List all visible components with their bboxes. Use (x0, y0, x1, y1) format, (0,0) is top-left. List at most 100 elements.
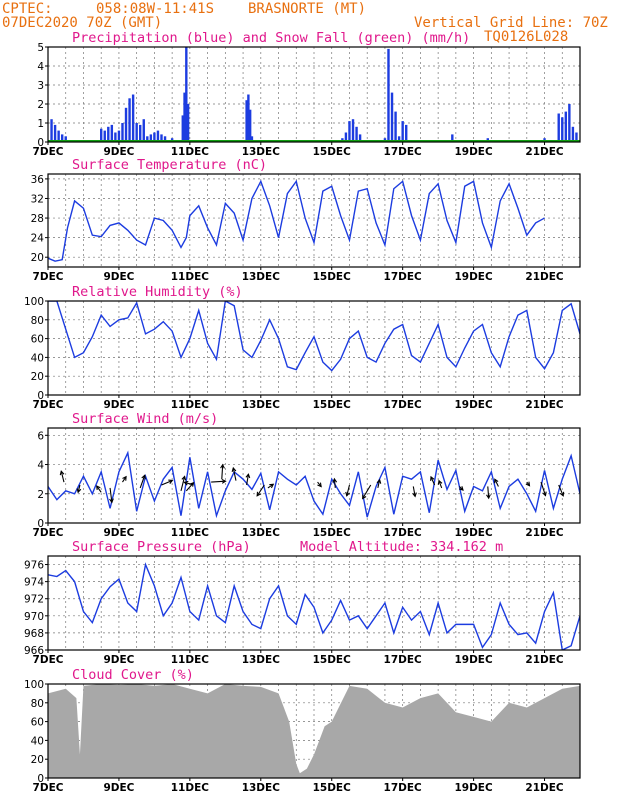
x-tick-label: 21DEC (525, 654, 564, 666)
x-tick-label: 15DEC (313, 527, 352, 539)
panel-annotation: Model Altitude: 334.162 m (300, 539, 503, 555)
wind-vector (333, 478, 336, 488)
precip-bar (247, 94, 250, 142)
y-tick-label: 24 (31, 233, 45, 245)
precip-bar (110, 124, 114, 142)
plot-area (48, 47, 580, 142)
header-run: 07DEC2020 70Z (GMT) (2, 15, 162, 31)
wind-vector-head (269, 483, 275, 489)
header-product: TQ0126L028 (484, 29, 568, 45)
x-tick-label: 7DEC (33, 654, 64, 666)
wind-vector (109, 487, 113, 503)
x-tick-label: 15DEC (313, 654, 352, 666)
x-tick-label: 13DEC (242, 527, 281, 539)
x-tick-label: 9DEC (103, 527, 134, 539)
panel-frame (47, 683, 581, 779)
x-tick-label: 7DEC (33, 271, 64, 283)
precip-bar (131, 94, 135, 142)
precip-bar (358, 134, 362, 142)
precip-bar (561, 117, 564, 142)
precip-bar (348, 121, 351, 142)
x-tick-label: 11DEC (171, 399, 210, 411)
wind-vector-head (256, 491, 261, 497)
plot-area (48, 684, 580, 778)
wind-vector-head (109, 498, 114, 504)
wind-vector-head (221, 478, 227, 484)
wind-vector-head (96, 485, 101, 491)
wind-vector-head (362, 494, 367, 500)
precip-bar (60, 134, 64, 142)
x-tick-label: 17DEC (384, 146, 423, 158)
precip-bar (156, 130, 160, 142)
wind-vector (246, 474, 249, 486)
x-tick-label: 19DEC (454, 146, 493, 158)
precip-bar (160, 134, 163, 142)
y-tick-label: 974 (24, 577, 44, 589)
wind-vector-head (345, 491, 350, 497)
x-tick-label: 11DEC (171, 782, 210, 794)
x-tick-label: 9DEC (103, 782, 134, 794)
precip-bar (107, 126, 110, 142)
wind-vector (362, 484, 372, 499)
wind-vector-head (245, 473, 251, 479)
y-tick-label: 40 (31, 352, 44, 364)
wind-vector (60, 471, 65, 483)
precip-bar (405, 124, 408, 142)
y-tick-label: 0 (37, 137, 44, 149)
wind-vector (221, 464, 224, 480)
wind-vector-head (430, 475, 435, 481)
wind-vector (232, 467, 237, 481)
wind-vector-head (525, 481, 531, 487)
panel-4: 966 968 970 972 974 976 7DEC 9DEC 11DEC 13DEC 15DE… (24, 539, 581, 666)
precip-bar (397, 136, 401, 142)
x-tick-label: 13DEC (242, 146, 281, 158)
wind-vector-head (231, 466, 237, 473)
y-tick-label: 0 (37, 518, 44, 530)
wind-vector (438, 480, 443, 489)
y-tick-label: 60 (31, 717, 44, 729)
panel-1: 20 24 28 32 36 7DEC 9DEC 11DEC 13DEC 15DEC 17DEC 19… (31, 157, 581, 283)
wind-vector (180, 476, 186, 491)
y-tick-label: 40 (31, 735, 44, 747)
header-grid-note: Vertical Grid Line: 70Z (414, 15, 608, 31)
panel-3: 0 2 4 6 7DEC 9DEC 11DEC 13DEC 15DEC 17DEC 19DEC 21D… (33, 411, 581, 539)
series-line (48, 562, 580, 650)
precip-bar (100, 128, 103, 142)
wind-vector-head (412, 492, 417, 498)
wind-vector (487, 486, 490, 499)
wind-vector (412, 486, 416, 497)
wind-vector (430, 476, 436, 486)
x-tick-label: 11DEC (171, 527, 210, 539)
y-tick-label: 36 (31, 174, 45, 186)
panel-title: Surface Wind (m/s) (72, 411, 218, 427)
x-tick-label: 15DEC (313, 146, 352, 158)
panel-frame (47, 173, 581, 268)
y-tick-label: 28 (31, 213, 44, 225)
panel-title: Precipitation (blue) and Snow Fall (gree… (72, 30, 470, 46)
x-tick-label: 13DEC (242, 782, 281, 794)
wind-vector-head (332, 477, 338, 483)
x-tick-label: 9DEC (103, 271, 134, 283)
x-tick-label: 11DEC (171, 271, 210, 283)
y-tick-label: 1 (37, 118, 44, 130)
x-tick-label: 17DEC (384, 271, 423, 283)
x-tick-label: 17DEC (384, 527, 423, 539)
y-tick-label: 6 (37, 430, 44, 442)
precip-bar (103, 130, 106, 142)
precip-bar (139, 124, 142, 142)
precip-bar (183, 92, 186, 142)
y-tick-label: 976 (24, 560, 44, 572)
y-tick-label: 20 (31, 252, 44, 264)
precip-bar (185, 47, 188, 142)
y-tick-label: 60 (31, 334, 44, 346)
panel-title: Relative Humidity (%) (72, 284, 243, 300)
x-tick-label: 15DEC (313, 399, 352, 411)
wind-vector (184, 481, 194, 486)
precip-bar (53, 124, 57, 142)
series-line (48, 179, 545, 262)
precip-bar (57, 130, 60, 142)
wind-vector-head (220, 463, 225, 469)
x-tick-label: 11DEC (171, 654, 210, 666)
